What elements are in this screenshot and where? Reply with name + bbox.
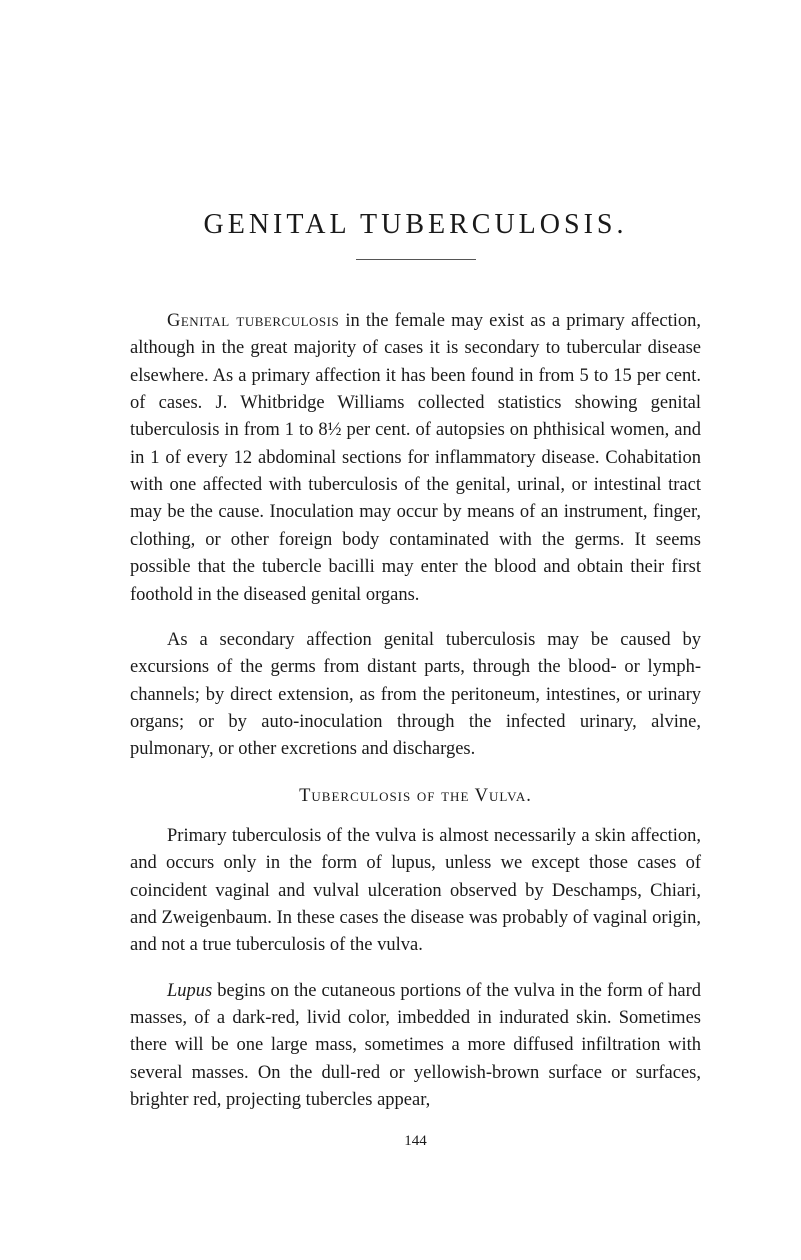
section-subheading: Tuberculosis of the Vulva.: [130, 786, 701, 807]
page-number: 144: [130, 1133, 701, 1150]
document-page: GENITAL TUBERCULOSIS. Genital tuberculos…: [0, 0, 801, 1205]
paragraph-1: Genital tuberculosis in the female may e…: [130, 308, 701, 609]
para4-body: begins on the cutaneous portions of the …: [130, 981, 701, 1111]
para4-lead-italic: Lupus: [167, 981, 212, 1001]
paragraph-4: Lupus begins on the cutaneous portions o…: [130, 978, 701, 1115]
page-title: GENITAL TUBERCULOSIS.: [130, 209, 701, 241]
para1-lead-smallcaps: Genital tuberculosis: [167, 311, 339, 331]
paragraph-3: Primary tuberculosis of the vulva is alm…: [130, 823, 701, 960]
title-divider: [356, 259, 476, 260]
paragraph-2: As a secondary affection genital tubercu…: [130, 627, 701, 764]
para1-body: in the female may exist as a primary aff…: [130, 311, 701, 605]
